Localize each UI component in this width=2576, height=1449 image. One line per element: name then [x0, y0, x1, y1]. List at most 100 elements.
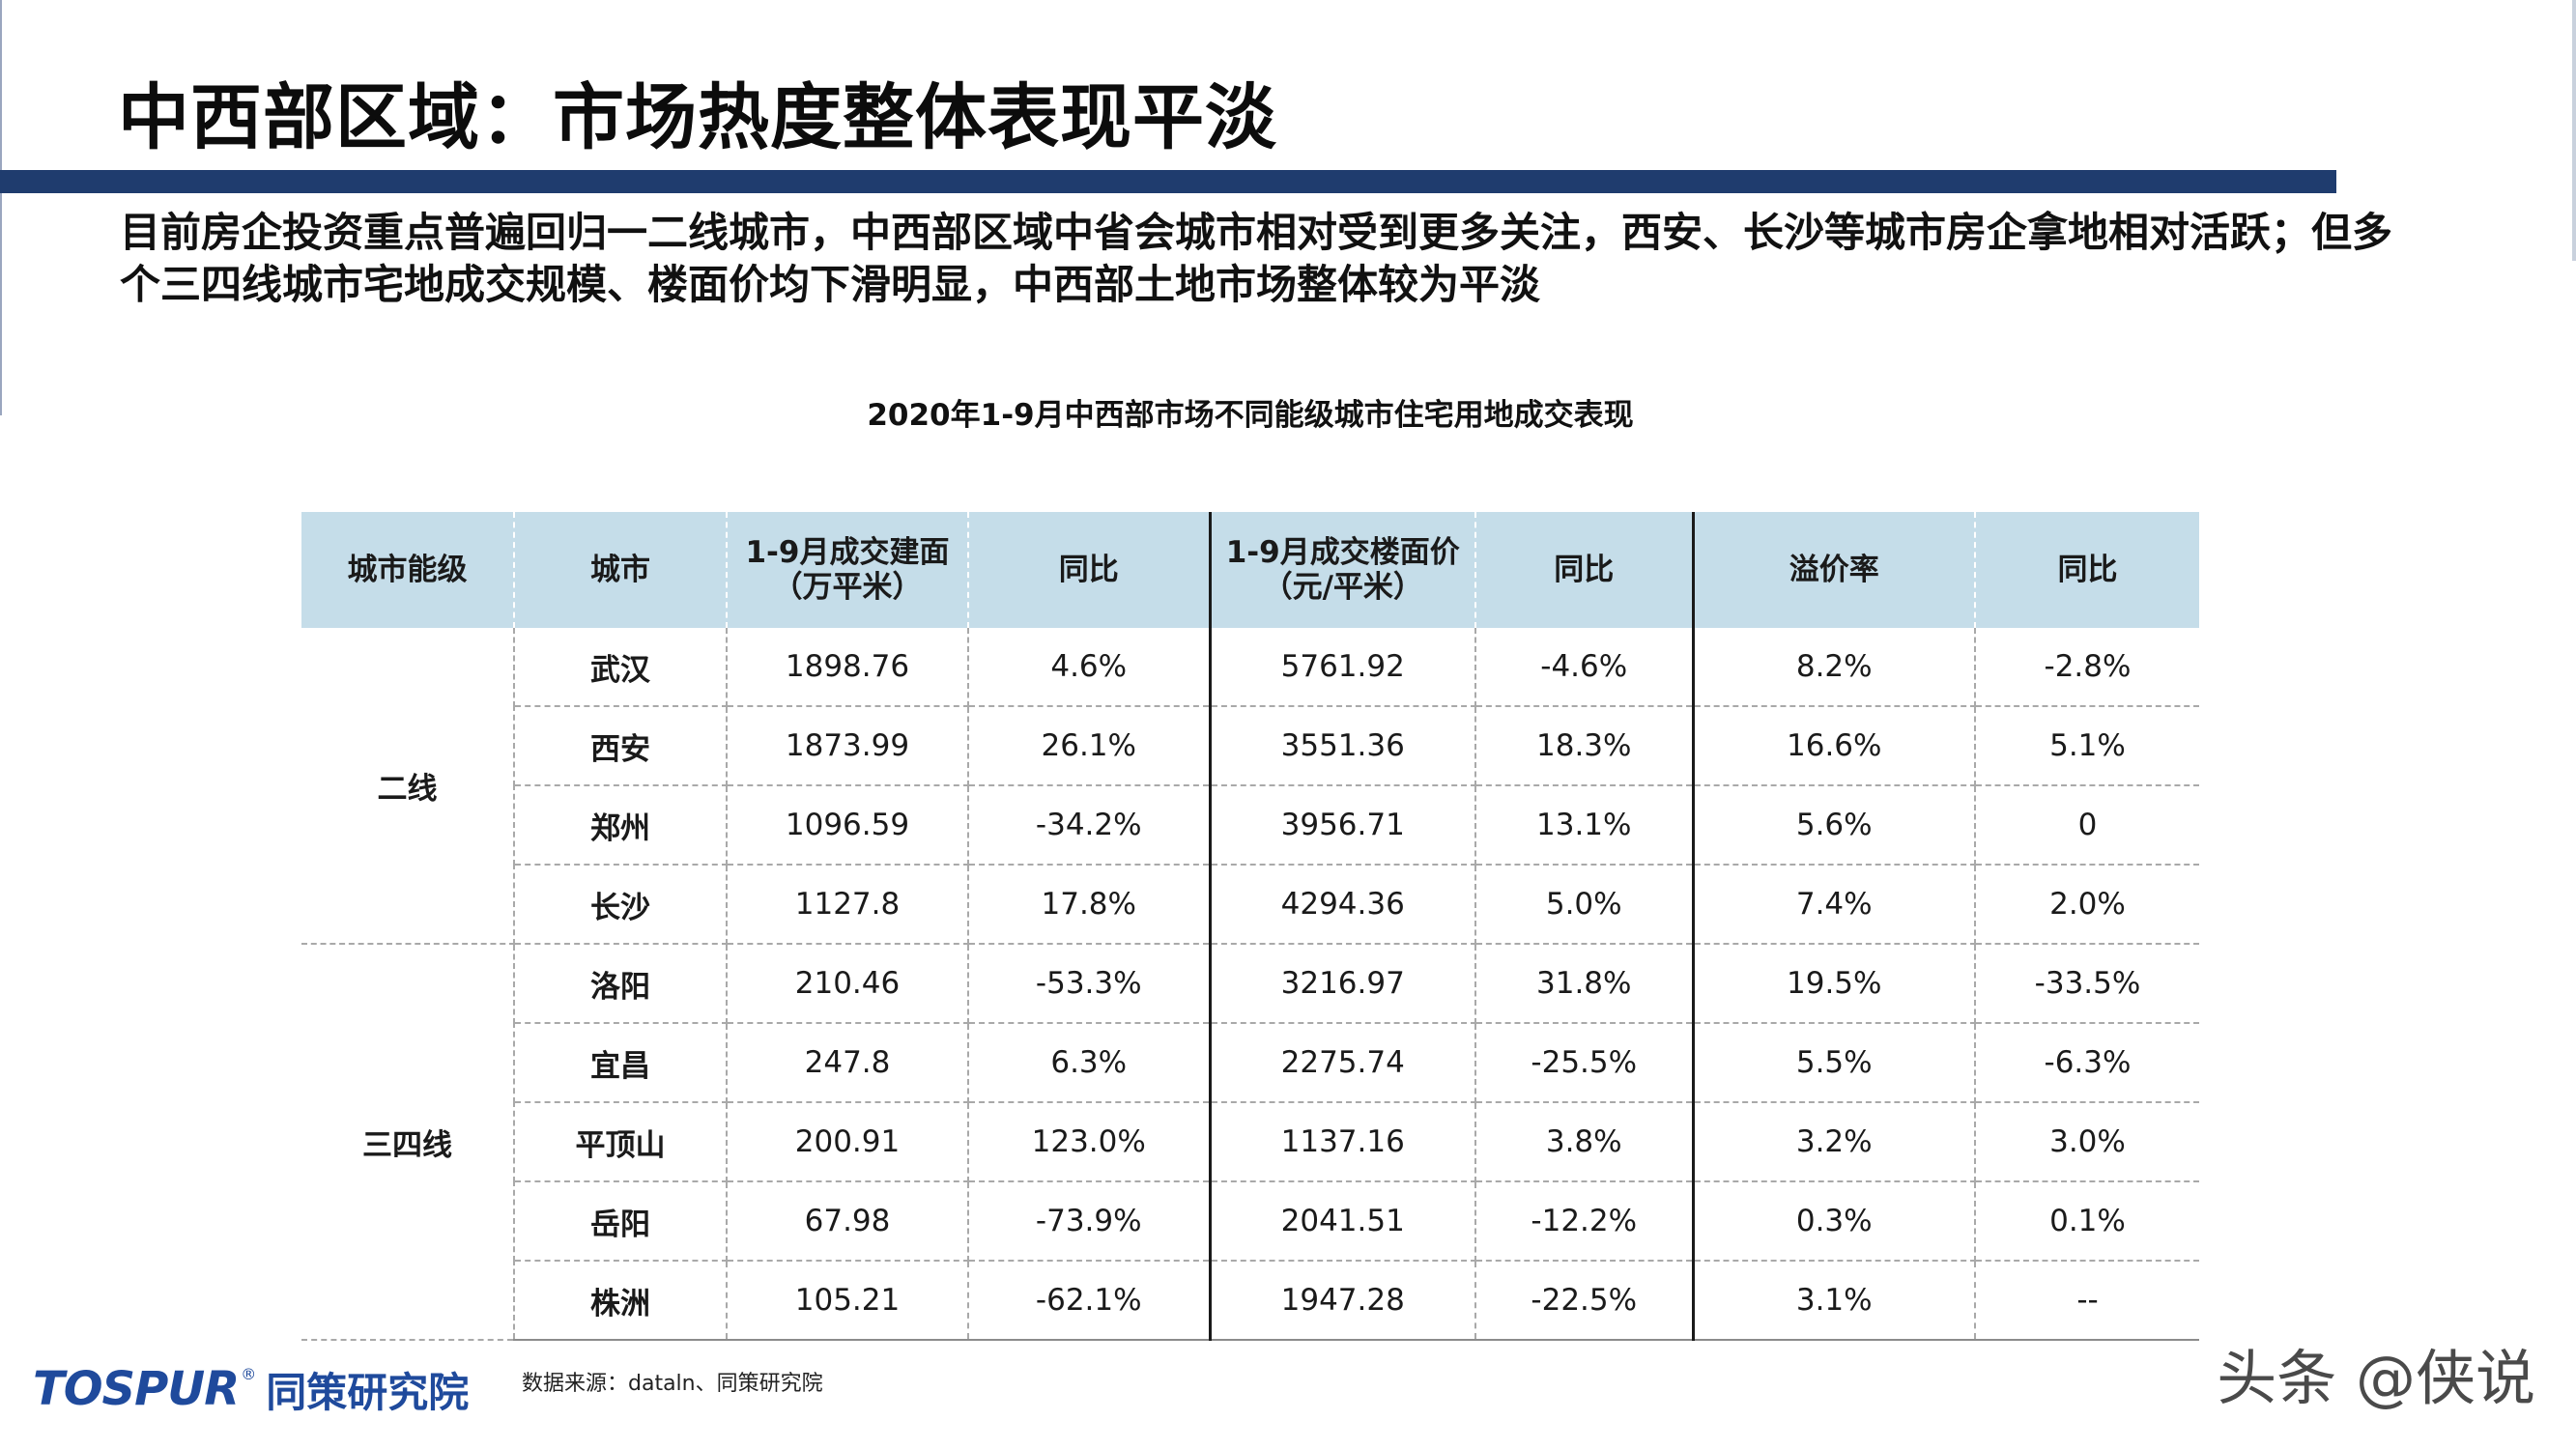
area-cell: 1127.8 — [727, 865, 969, 945]
city-cell: 郑州 — [514, 785, 728, 866]
area-cell: 200.91 — [727, 1102, 969, 1182]
premium-yoy-cell: 3.0% — [1975, 1102, 2199, 1182]
premium-yoy-cell: -2.8% — [1975, 628, 2199, 707]
price-cell: 1947.28 — [1208, 1261, 1476, 1341]
price-cell: 3216.97 — [1208, 944, 1476, 1024]
city-cell: 宜昌 — [514, 1023, 728, 1103]
city-cell: 株洲 — [514, 1261, 728, 1341]
area-yoy-cell: -73.9% — [968, 1181, 1211, 1262]
table-row: 平顶山 200.91 123.0% 1137.16 3.8% 3.2% 3.0% — [301, 1102, 2199, 1182]
price-yoy-cell: 31.8% — [1475, 944, 1694, 1024]
price-cell: 3551.36 — [1208, 706, 1476, 786]
tospur-logo: TOSPUR ® 同策研究院 — [33, 1362, 469, 1416]
area-cell: 1898.76 — [727, 628, 969, 707]
price-yoy-cell: 5.0% — [1475, 865, 1694, 945]
header-area: 1-9月成交建面 （万平米） — [727, 512, 969, 628]
left-edge-rule — [0, 0, 2, 415]
premium-cell: 8.2% — [1691, 628, 1976, 707]
watermark: 头条 @侠说 — [2217, 1343, 2535, 1413]
table-row: 西安 1873.99 26.1% 3551.36 18.3% 16.6% 5.1% — [301, 706, 2199, 786]
header-area-line2: （万平米） — [772, 570, 923, 605]
header-price-line1: 1-9月成交楼面价 — [1225, 535, 1460, 570]
area-yoy-cell: -62.1% — [968, 1261, 1211, 1341]
area-yoy-cell: 123.0% — [968, 1102, 1211, 1182]
area-yoy-cell: 26.1% — [968, 706, 1211, 786]
city-cell: 平顶山 — [514, 1102, 728, 1182]
header-price-yoy: 同比 — [1475, 512, 1694, 628]
premium-yoy-cell: 5.1% — [1975, 706, 2199, 786]
header-premium-yoy: 同比 — [1975, 512, 2199, 628]
data-source-note: 数据来源：dataln、同策研究院 — [522, 1372, 823, 1396]
area-cell: 105.21 — [727, 1261, 969, 1341]
table-row: 岳阳 67.98 -73.9% 2041.51 -12.2% 0.3% 0.1% — [301, 1181, 2199, 1262]
premium-cell: 5.6% — [1691, 785, 1976, 866]
area-yoy-cell: -34.2% — [968, 785, 1211, 866]
premium-cell: 19.5% — [1691, 944, 1976, 1024]
price-yoy-cell: 3.8% — [1475, 1102, 1694, 1182]
price-cell: 5761.92 — [1208, 628, 1476, 707]
price-yoy-cell: -22.5% — [1475, 1261, 1694, 1341]
area-cell: 247.8 — [727, 1023, 969, 1103]
price-cell: 3956.71 — [1208, 785, 1476, 866]
price-yoy-cell: 18.3% — [1475, 706, 1694, 786]
area-cell: 1873.99 — [727, 706, 969, 786]
premium-cell: 16.6% — [1691, 706, 1976, 786]
premium-cell: 3.1% — [1691, 1261, 1976, 1341]
premium-yoy-cell: 0 — [1975, 785, 2199, 866]
area-yoy-cell: 17.8% — [968, 865, 1211, 945]
city-cell: 西安 — [514, 706, 728, 786]
city-cell: 洛阳 — [514, 944, 728, 1024]
header-price: 1-9月成交楼面价 （元/平米） — [1208, 512, 1476, 628]
price-cell: 2041.51 — [1208, 1181, 1476, 1262]
intro-paragraph: 目前房企投资重点普遍回归一二线城市，中西部区域中省会城市相对受到更多关注，西安、… — [120, 209, 2393, 308]
title-underline-bar — [0, 170, 2336, 193]
area-yoy-cell: -53.3% — [968, 944, 1211, 1024]
area-yoy-cell: 6.3% — [968, 1023, 1211, 1103]
table-title: 2020年1-9月中西部市场不同能级城市住宅用地成交表现 — [867, 398, 1634, 433]
logo-wordmark: TOSPUR — [33, 1362, 240, 1416]
table-row: 株洲 105.21 -62.1% 1947.28 -22.5% 3.1% -- — [301, 1261, 2199, 1341]
premium-yoy-cell: -6.3% — [1975, 1023, 2199, 1103]
area-cell: 1096.59 — [727, 785, 969, 866]
premium-cell: 3.2% — [1691, 1102, 1976, 1182]
premium-yoy-cell: 0.1% — [1975, 1181, 2199, 1262]
table-row: 长沙 1127.8 17.8% 4294.36 5.0% 7.4% 2.0% — [301, 865, 2199, 945]
header-premium: 溢价率 — [1691, 512, 1976, 628]
city-cell: 岳阳 — [514, 1181, 728, 1262]
header-price-line2: （元/平米） — [1262, 570, 1423, 605]
premium-cell: 5.5% — [1691, 1023, 1976, 1103]
right-edge-rule — [2572, 0, 2576, 261]
premium-yoy-cell: -33.5% — [1975, 944, 2199, 1024]
price-yoy-cell: 13.1% — [1475, 785, 1694, 866]
table-row: 二线 武汉 1898.76 4.6% 5761.92 -4.6% 8.2% -2.8% — [301, 628, 2199, 945]
premium-cell: 0.3% — [1691, 1181, 1976, 1262]
price-cell: 2275.74 — [1208, 1023, 1476, 1103]
header-area-yoy: 同比 — [968, 512, 1211, 628]
tier-cell: 三四线 — [301, 944, 515, 1341]
premium-cell: 7.4% — [1691, 865, 1976, 945]
price-yoy-cell: -25.5% — [1475, 1023, 1694, 1103]
land-transaction-table: 城市能级 城市 1-9月成交建面 （万平米） 同比 1-9月成交楼面价 （元/平… — [301, 512, 2199, 1341]
logo-chinese-name: 同策研究院 — [266, 1368, 470, 1416]
header-area-line1: 1-9月成交建面 — [745, 535, 950, 570]
premium-yoy-cell: -- — [1975, 1261, 2199, 1341]
area-cell: 210.46 — [727, 944, 969, 1024]
area-cell: 67.98 — [727, 1181, 969, 1262]
premium-yoy-cell: 2.0% — [1975, 865, 2199, 945]
logo-registered-mark: ® — [241, 1364, 257, 1383]
tier-cell: 二线 — [301, 628, 515, 945]
city-cell: 武汉 — [514, 628, 728, 707]
header-tier: 城市能级 — [301, 512, 515, 628]
slide-title: 中西部区域：市场热度整体表现平淡 — [118, 76, 1277, 159]
table-row: 三四线 洛阳 210.46 -53.3% 3216.97 31.8% 19.5% -33.5% — [301, 944, 2199, 1341]
price-yoy-cell: -12.2% — [1475, 1181, 1694, 1262]
price-cell: 1137.16 — [1208, 1102, 1476, 1182]
table-row: 宜昌 247.8 6.3% 2275.74 -25.5% 5.5% -6.3% — [301, 1023, 2199, 1103]
city-cell: 长沙 — [514, 865, 728, 945]
area-yoy-cell: 4.6% — [968, 628, 1211, 707]
table-header-row: 城市能级 城市 1-9月成交建面 （万平米） 同比 1-9月成交楼面价 （元/平… — [301, 512, 2199, 628]
header-city: 城市 — [514, 512, 728, 628]
table-row: 郑州 1096.59 -34.2% 3956.71 13.1% 5.6% 0 — [301, 785, 2199, 866]
price-cell: 4294.36 — [1208, 865, 1476, 945]
price-yoy-cell: -4.6% — [1475, 628, 1694, 707]
